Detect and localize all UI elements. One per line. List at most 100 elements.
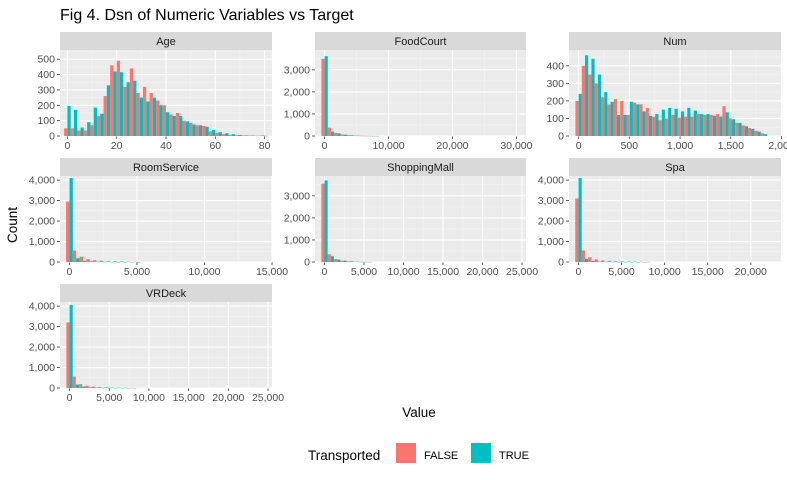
y-tick-label: 200 <box>546 95 564 107</box>
x-tick-label: 20 <box>111 140 123 152</box>
bar-true <box>578 93 582 136</box>
bar-true <box>146 101 150 136</box>
bar-false <box>340 134 344 136</box>
bar-true <box>629 101 633 136</box>
bar-false <box>142 86 147 136</box>
x-tick-label: 15,000 <box>256 266 288 278</box>
bar-false <box>321 183 325 262</box>
x-tick-label: 40 <box>160 140 172 152</box>
legend-label-false: FALSE <box>424 450 458 462</box>
bar-false <box>722 106 726 136</box>
bar-false <box>677 117 681 136</box>
bar-false <box>639 104 643 136</box>
bar-false <box>703 114 707 136</box>
facet-panel-spa: Spa 0 5,000 10,000 15,000 20,000 0 1,000 2,000 3,… <box>538 158 781 278</box>
bar-false <box>346 135 351 136</box>
bar-true <box>69 178 73 262</box>
bar-true <box>69 305 73 388</box>
x-tick-label: 60 <box>209 140 221 152</box>
y-tick-label: 2,000 <box>29 342 55 354</box>
bar-false <box>575 100 579 136</box>
facet-strip-label: ShoppingMall <box>387 162 454 174</box>
bar-true <box>343 260 347 262</box>
bar-true <box>80 127 84 136</box>
bar-false <box>106 261 110 262</box>
y-tick-label: 3,000 <box>284 190 310 202</box>
bar-false <box>96 116 101 136</box>
y-tick-label: 4,000 <box>538 175 564 187</box>
bar-true <box>763 134 768 136</box>
bar-true <box>93 107 97 136</box>
y-tick-label: 4,000 <box>29 301 55 313</box>
x-tick-label: 20,000 <box>466 266 498 278</box>
y-tick-label: 100 <box>546 113 564 125</box>
legend: Transported FALSE TRUE <box>308 443 529 463</box>
bar-false <box>90 125 94 136</box>
bar-true <box>100 113 104 136</box>
bar-true <box>687 107 691 136</box>
y-tick-label: 0 <box>304 131 310 143</box>
bar-false <box>110 65 114 136</box>
facet-strip-label: Age <box>156 36 176 48</box>
y-tick-label: 4,000 <box>29 175 55 187</box>
bar-false <box>334 132 338 136</box>
bar-true <box>636 104 640 136</box>
bar-true <box>82 260 87 262</box>
x-tick-label: 15,000 <box>427 266 459 278</box>
bar-true <box>198 125 203 136</box>
bar-true <box>238 134 242 136</box>
bar-false <box>588 257 592 262</box>
x-tick-label: 0 <box>576 140 582 152</box>
bar-false <box>735 122 739 136</box>
y-tick-label: 300 <box>37 84 55 96</box>
bar-true <box>330 256 334 262</box>
facet-panel-roomservice: RoomService 0 5,000 10,000 15,000 0 1,000 2,000… <box>29 158 288 278</box>
bar-false <box>652 116 656 136</box>
bar-false <box>79 384 83 388</box>
facet-panel-num: Num 0 500 1,000 1,500 2,000 0 100 200 300 400 <box>546 32 787 152</box>
bar-true <box>218 132 222 136</box>
bar-false <box>709 114 713 136</box>
bar-true <box>680 111 685 136</box>
bar-false <box>716 114 720 136</box>
bar-true <box>192 124 196 136</box>
bar-false <box>664 118 669 136</box>
bar-false <box>162 105 166 136</box>
facet-strip <box>315 158 526 176</box>
bar-false <box>728 118 733 136</box>
bar-false <box>113 261 117 262</box>
y-tick-label: 1,000 <box>29 362 55 374</box>
y-tick-label: 2,000 <box>538 216 564 228</box>
bar-false <box>690 116 694 136</box>
bar-true <box>113 71 117 136</box>
bar-true <box>324 56 328 136</box>
bar-true <box>700 114 704 136</box>
bar-false <box>607 260 611 262</box>
legend-label-true: TRUE <box>499 450 529 462</box>
bar-false <box>321 58 325 137</box>
bar-false <box>754 130 758 136</box>
bar-false <box>760 133 764 136</box>
bar-true <box>152 97 157 136</box>
bar-true <box>166 112 170 136</box>
y-tick-label: 1,000 <box>284 108 310 120</box>
bar-true <box>337 259 341 262</box>
bar-true <box>82 386 86 388</box>
y-tick-label: 200 <box>37 100 55 112</box>
bar-false <box>99 260 104 262</box>
facet-strip-label: Spa <box>665 162 685 174</box>
plot-background <box>60 302 272 388</box>
bar-false <box>93 260 97 262</box>
bar-false <box>182 120 186 136</box>
y-tick-label: 3,000 <box>29 195 55 207</box>
bar-false <box>189 122 193 136</box>
bar-false <box>66 322 70 388</box>
bar-false <box>601 260 605 262</box>
bar-true <box>597 261 602 262</box>
x-tick-label: 80 <box>259 140 271 152</box>
bar-false <box>169 114 173 136</box>
x-tick-label: 0 <box>576 266 582 278</box>
bar-false <box>202 126 206 136</box>
bar-true <box>349 261 353 262</box>
